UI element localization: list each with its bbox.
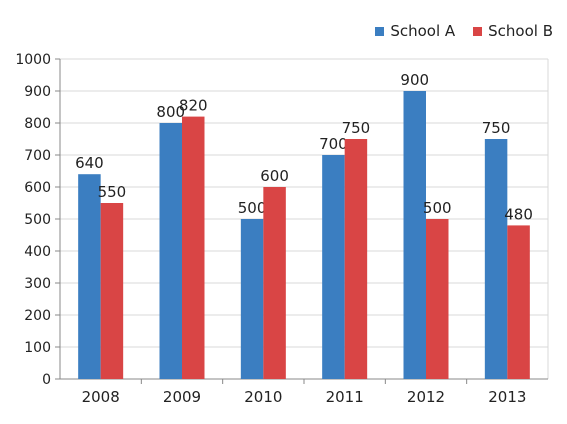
bar-school-a-2009	[159, 123, 182, 379]
legend: School A School B	[375, 22, 553, 40]
y-tick-label-900: 900	[24, 84, 51, 100]
bar-school-b-2011	[344, 139, 368, 379]
legend-item-school-a: School A	[375, 22, 455, 40]
data-label-school-b-2011: 750	[342, 119, 371, 137]
legend-label-school-b: School B	[488, 22, 553, 40]
bar-school-b-2013	[507, 225, 530, 379]
y-tick-label-700: 700	[24, 148, 51, 164]
x-tick-label-2009: 2009	[163, 388, 201, 406]
data-label-school-a-2009: 800	[156, 103, 185, 121]
y-tick-label-200: 200	[24, 308, 51, 324]
data-label-school-b-2012: 500	[423, 199, 452, 217]
data-label-school-a-2010: 500	[238, 199, 267, 217]
legend-swatch-school-b	[473, 26, 483, 36]
data-label-school-b-2013: 480	[504, 205, 533, 223]
bar-school-a-2012	[403, 91, 426, 379]
bar-school-b-2010	[263, 187, 286, 379]
bar-school-b-2008	[100, 203, 124, 379]
data-label-school-a-2011: 700	[319, 135, 348, 153]
bar-school-a-2008	[78, 174, 101, 379]
data-label-school-a-2013: 750	[482, 119, 511, 137]
data-label-school-a-2008: 640	[75, 154, 104, 172]
legend-label-school-a: School A	[390, 22, 456, 40]
bar-school-b-2009	[182, 116, 205, 379]
bar-school-a-2010	[240, 219, 264, 379]
y-tick-label-600: 600	[24, 180, 51, 196]
y-tick-label-400: 400	[24, 244, 51, 260]
y-tick-label-1000: 1000	[15, 52, 51, 68]
bar-school-a-2013	[484, 139, 508, 379]
data-label-school-b-2008: 550	[98, 183, 127, 201]
bar-school-b-2012	[426, 219, 449, 379]
y-tick-label-0: 0	[42, 372, 51, 388]
data-label-school-a-2012: 900	[400, 71, 429, 89]
y-tick-label-800: 800	[24, 116, 51, 132]
x-tick-label-2013: 2013	[488, 388, 526, 406]
x-tick-label-2010: 2010	[244, 388, 282, 406]
data-label-school-b-2009: 820	[179, 97, 208, 115]
x-tick-label-2011: 2011	[326, 388, 364, 406]
legend-swatch-school-a	[375, 26, 385, 36]
x-tick-label-2008: 2008	[82, 388, 120, 406]
y-tick-label-100: 100	[24, 340, 51, 356]
x-tick-label-2012: 2012	[407, 388, 445, 406]
legend-item-school-b: School B	[473, 22, 553, 40]
y-tick-label-500: 500	[24, 212, 51, 228]
bar-school-a-2011	[322, 155, 345, 379]
y-tick-label-300: 300	[24, 276, 51, 292]
data-label-school-b-2010: 600	[260, 167, 289, 185]
